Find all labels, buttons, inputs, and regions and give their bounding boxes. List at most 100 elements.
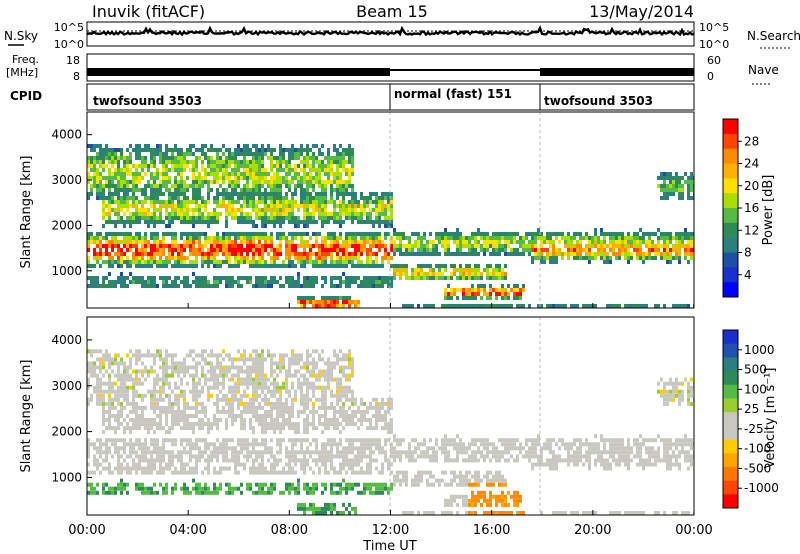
velocity-cell (240, 446, 243, 451)
power-cell (303, 248, 306, 252)
velocity-cell (252, 401, 255, 406)
power-cell (123, 276, 126, 280)
power-cell (261, 244, 264, 248)
velocity-cell (300, 442, 303, 447)
velocity-cell (204, 466, 207, 471)
velocity-cell (108, 422, 111, 427)
velocity-cell (96, 365, 99, 370)
velocity-cell (177, 454, 180, 459)
velocity-cell (183, 389, 186, 394)
power-cell (297, 280, 300, 284)
velocity-cell (243, 349, 246, 354)
power-cell (456, 232, 459, 236)
power-cell (246, 244, 249, 248)
power-cell (555, 248, 558, 252)
power-cell (339, 224, 342, 228)
velocity-cell (288, 361, 291, 366)
velocity-cell (228, 377, 231, 382)
power-cell (510, 252, 513, 256)
power-cell (99, 144, 102, 148)
velocity-cell (180, 389, 183, 394)
power-cell (630, 256, 633, 260)
power-cell (198, 280, 201, 284)
power-cell (192, 244, 195, 248)
power-cell (117, 192, 120, 196)
power-cell (183, 168, 186, 172)
velocity-cell (150, 405, 153, 410)
power-cell (414, 268, 417, 272)
power-cell (126, 180, 129, 184)
power-cell (519, 244, 522, 248)
velocity-cell (255, 482, 258, 487)
velocity-cell (201, 353, 204, 358)
power-cell (537, 304, 540, 308)
velocity-cell (168, 373, 171, 378)
velocity-cell (87, 377, 90, 382)
power-cell (108, 176, 111, 180)
velocity-cell (282, 405, 285, 410)
velocity-cell (114, 450, 117, 455)
power-cell (171, 192, 174, 196)
velocity-cell (219, 361, 222, 366)
power-cell (513, 240, 516, 244)
velocity-cell (108, 389, 111, 394)
velocity-cell (279, 446, 282, 451)
power-cell (381, 256, 384, 260)
power-cell (468, 236, 471, 240)
power-cell (297, 256, 300, 260)
power-cell (111, 196, 114, 200)
power-cell (339, 280, 342, 284)
power-cell (378, 232, 381, 236)
power-cell (279, 204, 282, 208)
velocity-cell (237, 369, 240, 374)
power-cell (438, 276, 441, 280)
velocity-cell (210, 385, 213, 390)
power-cell (378, 208, 381, 212)
power-cell (348, 184, 351, 188)
velocity-cell (195, 361, 198, 366)
power-cell (264, 152, 267, 156)
power-cell (342, 244, 345, 248)
velocity-cell (279, 442, 282, 447)
velocity-cell (192, 397, 195, 402)
power-cell (339, 144, 342, 148)
velocity-cell (300, 365, 303, 370)
power-cell (465, 288, 468, 292)
power-cell (318, 212, 321, 216)
velocity-cell (213, 446, 216, 451)
power-cell (363, 244, 366, 248)
power-cell (177, 216, 180, 220)
power-cell (177, 200, 180, 204)
velocity-cell (108, 414, 111, 418)
power-cell (318, 180, 321, 184)
power-cell (552, 256, 555, 260)
velocity-cell (99, 401, 102, 406)
power-cell (195, 248, 198, 252)
power-cell (183, 152, 186, 156)
power-cell (270, 164, 273, 168)
power-cell (426, 252, 429, 256)
velocity-cell (276, 365, 279, 370)
power-cell (249, 188, 252, 192)
power-cell (162, 220, 165, 224)
power-cell (129, 216, 132, 220)
velocity-cell (153, 393, 156, 398)
power-cell (222, 168, 225, 172)
power-cell (237, 152, 240, 156)
velocity-cell (204, 490, 207, 495)
power-cell (363, 212, 366, 216)
power-cell (381, 244, 384, 248)
power-cell (192, 252, 195, 256)
power-cell (105, 284, 108, 288)
power-cell (96, 232, 99, 236)
velocity-cell (195, 393, 198, 398)
velocity-cell (210, 373, 213, 378)
power-cell (249, 220, 252, 224)
power-cell (582, 256, 585, 260)
velocity-cell (276, 389, 279, 394)
power-cell (390, 244, 393, 248)
power-cell (99, 188, 102, 192)
velocity-cell (138, 466, 141, 471)
power-cell (201, 244, 204, 248)
power-cell (405, 304, 408, 308)
